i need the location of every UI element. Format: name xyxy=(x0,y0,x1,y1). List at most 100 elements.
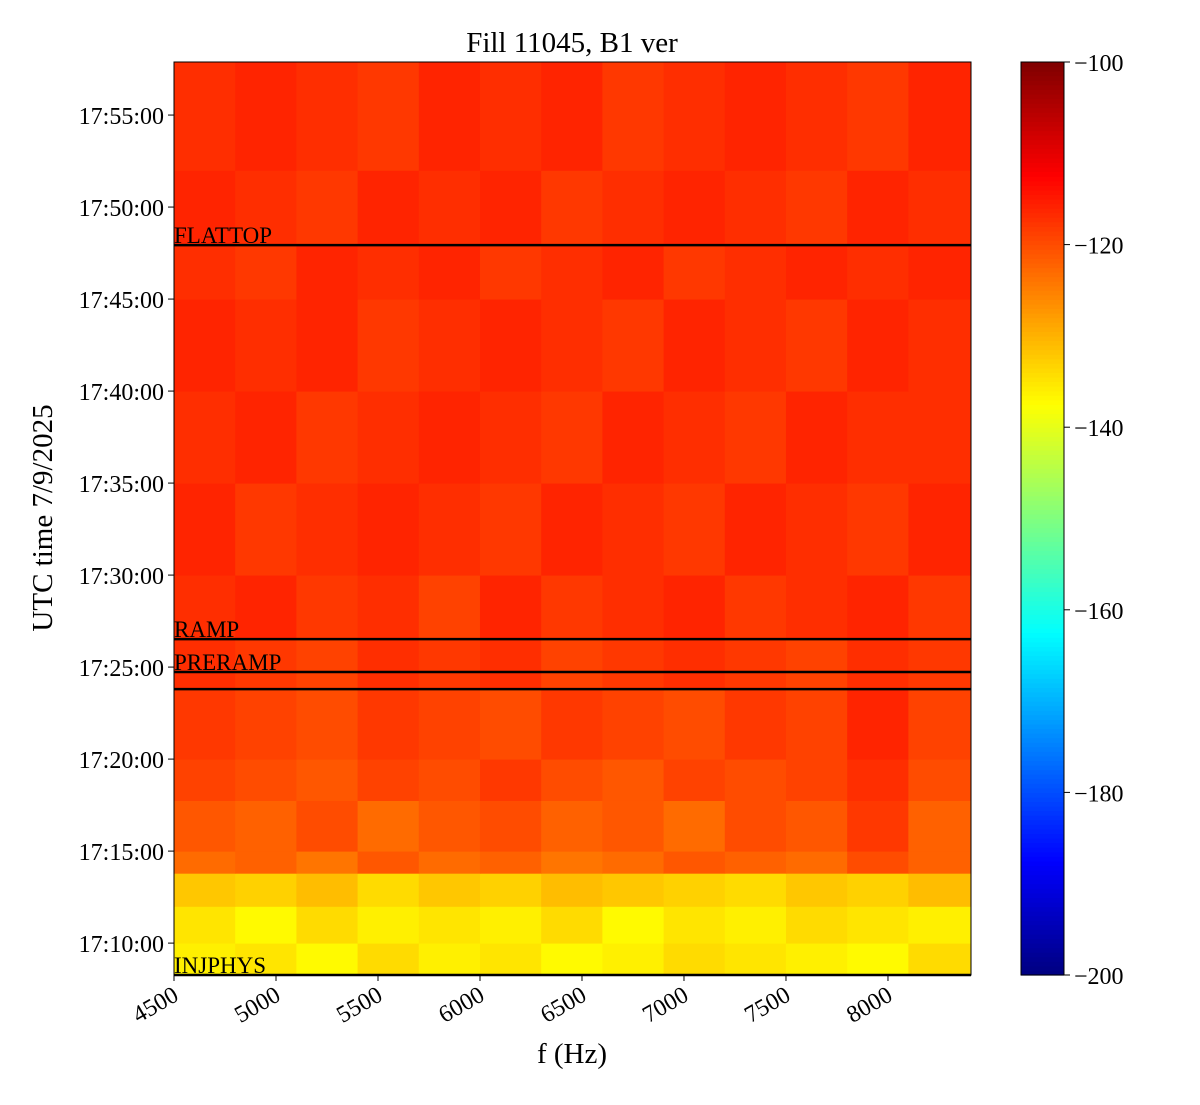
colorbar-swatch xyxy=(1021,504,1064,510)
colorbar-swatch xyxy=(1021,135,1064,141)
colorbar-swatch xyxy=(1021,518,1064,524)
heatmap-cell xyxy=(174,943,236,976)
colorbar-swatch xyxy=(1021,308,1064,314)
heatmap-cell xyxy=(235,391,297,484)
heatmap-cell xyxy=(174,759,236,801)
heatmap-cell xyxy=(908,639,972,690)
y-tick-label: 17:55:00 xyxy=(79,104,164,130)
heatmap-cell xyxy=(357,689,420,760)
heatmap-cell xyxy=(847,943,909,976)
colorbar-swatch xyxy=(1021,367,1064,374)
colorbar-swatch xyxy=(1021,322,1064,328)
colorbar-swatch xyxy=(1021,660,1064,666)
heatmap-cell xyxy=(479,800,542,852)
heatmap-cell xyxy=(296,851,359,874)
heatmap-cell xyxy=(235,689,297,760)
colorbar-swatch xyxy=(1021,742,1064,748)
colorbar-swatch xyxy=(1021,354,1064,360)
heatmap-cell xyxy=(847,759,909,801)
colorbar-swatch xyxy=(1021,381,1064,387)
heatmap-cell xyxy=(724,689,787,760)
colorbar-swatch xyxy=(1021,687,1064,693)
heatmap-cell xyxy=(724,62,787,171)
heatmap-cell xyxy=(174,800,236,852)
colorbar-swatch xyxy=(1021,125,1064,132)
heatmap-cell xyxy=(357,483,420,576)
y-tick-label: 17:45:00 xyxy=(79,288,164,314)
x-tick-label: 4500 xyxy=(128,982,183,1029)
heatmap-cell xyxy=(908,391,972,484)
colorbar-swatch xyxy=(1021,901,1064,908)
colorbar-swatch xyxy=(1021,760,1064,766)
colorbar-swatch xyxy=(1021,774,1064,780)
colorbar-swatch xyxy=(1021,80,1064,86)
colorbar-swatch xyxy=(1021,856,1064,862)
heatmap-cell xyxy=(357,245,420,300)
colorbar-swatch xyxy=(1021,436,1064,442)
colorbar-swatch xyxy=(1021,696,1064,702)
heatmap-cell xyxy=(663,575,726,640)
heatmap-cell xyxy=(479,943,542,976)
colorbar-swatch xyxy=(1021,509,1064,515)
colorbar-swatch xyxy=(1021,796,1064,803)
heatmap-cell xyxy=(908,689,972,760)
heatmap-cell xyxy=(541,391,603,484)
colorbar-swatch xyxy=(1021,710,1064,716)
colorbar-swatch xyxy=(1021,673,1064,679)
heatmap-cell xyxy=(296,483,359,576)
heatmap-cell xyxy=(847,483,909,576)
colorbar-swatch xyxy=(1021,189,1064,195)
heatmap-cell xyxy=(418,851,481,874)
heatmap-cell xyxy=(724,873,787,907)
heatmap-cell xyxy=(724,391,787,484)
colorbar-swatch xyxy=(1021,573,1064,579)
heatmap-cell xyxy=(847,851,909,874)
heatmap-cell xyxy=(541,943,603,976)
colorbar-swatch xyxy=(1021,431,1064,437)
colorbar-swatch xyxy=(1021,559,1064,565)
heatmap-cell xyxy=(908,943,972,976)
heatmap-cell xyxy=(724,639,787,690)
colorbar-swatch xyxy=(1021,513,1064,520)
colorbar-swatch xyxy=(1021,317,1064,323)
colorbar-tick-label: −160 xyxy=(1074,599,1124,625)
heatmap-cell xyxy=(479,851,542,874)
colorbar-swatch xyxy=(1021,632,1064,638)
heatmap-cell xyxy=(479,873,542,907)
heatmap-cell xyxy=(663,62,726,171)
heatmap-cell xyxy=(296,943,359,976)
colorbar-swatch xyxy=(1021,230,1064,237)
colorbar-swatch xyxy=(1021,376,1064,383)
colorbar-swatch xyxy=(1021,874,1064,880)
heatmap-cell xyxy=(235,245,297,300)
colorbar-swatch xyxy=(1021,89,1064,95)
heatmap-cell xyxy=(357,391,420,484)
heatmap-cell xyxy=(235,800,297,852)
colorbar-swatch xyxy=(1021,701,1064,707)
heatmap-cell xyxy=(602,851,665,874)
colorbar-swatch xyxy=(1021,258,1064,264)
colorbar-swatch xyxy=(1021,568,1064,574)
heatmap-cell xyxy=(174,639,236,690)
heatmap-cell xyxy=(296,639,359,690)
colorbar-swatch xyxy=(1021,208,1064,214)
heatmap-cell xyxy=(908,800,972,852)
colorbar-swatch xyxy=(1021,920,1064,926)
heatmap-cell xyxy=(296,62,359,171)
colorbar-swatch xyxy=(1021,262,1064,269)
heatmap-cell xyxy=(174,575,236,640)
colorbar-swatch xyxy=(1021,924,1064,930)
heatmap-cell xyxy=(296,873,359,907)
chart-title: Fill 11045, B1 ver xyxy=(466,27,678,59)
heatmap-cell xyxy=(174,245,236,300)
x-axis-label: f (Hz) xyxy=(537,1038,607,1070)
heatmap-cell xyxy=(663,759,726,801)
colorbar-swatch xyxy=(1021,527,1064,533)
colorbar-swatch xyxy=(1021,491,1064,497)
heatmap-cell xyxy=(663,873,726,907)
heatmap-cell xyxy=(602,800,665,852)
colorbar-swatch xyxy=(1021,139,1064,145)
colorbar-swatch xyxy=(1021,691,1064,698)
heatmap-cell xyxy=(724,800,787,852)
